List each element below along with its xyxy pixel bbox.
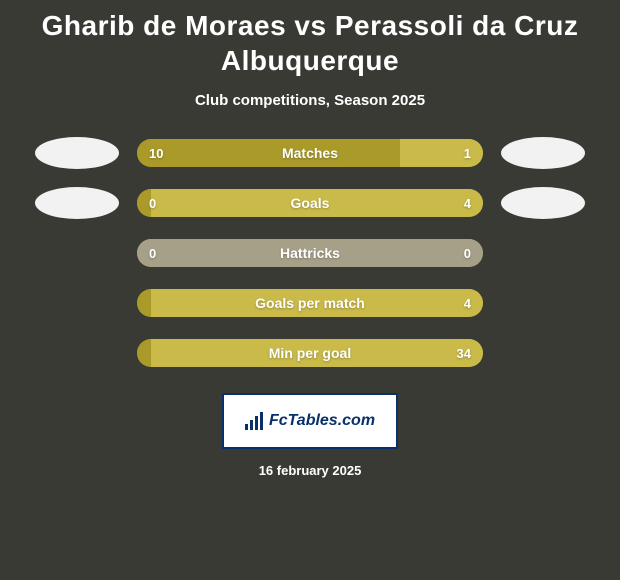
stat-label: Matches: [137, 139, 483, 167]
stat-bar: Hattricks0 0: [137, 239, 483, 267]
stat-label: Hattricks: [137, 239, 483, 267]
avatar-right: [501, 137, 585, 169]
stat-row: Goals0 4: [0, 187, 620, 219]
stat-rows: Matches101Goals04Hattricks00Goals per ma…: [0, 137, 620, 369]
brand-chart-icon: [245, 412, 263, 430]
stat-value-right: 4: [464, 189, 471, 217]
stat-label: Goals: [137, 189, 483, 217]
comparison-card: Gharib de Moraes vs Perassoli da Cruz Al…: [0, 0, 620, 580]
brand-text: FcTables.com: [269, 412, 375, 430]
stat-value-left: 10: [149, 139, 163, 167]
date-label: 16 february 2025: [0, 463, 620, 478]
stat-label: Min per goal: [137, 339, 483, 367]
stat-row: Goals per match4: [0, 287, 620, 319]
stat-bar: Min per goal34: [137, 339, 483, 367]
stat-label: Goals per match: [137, 289, 483, 317]
avatar-left: [35, 187, 119, 219]
stat-value-left: 0: [149, 239, 156, 267]
stat-value-right: 34: [457, 339, 471, 367]
stat-value-right: 1: [464, 139, 471, 167]
avatar-right: [501, 187, 585, 219]
stat-bar: Matches10 1: [137, 139, 483, 167]
stat-value-right: 4: [464, 289, 471, 317]
stat-row: Matches10 1: [0, 137, 620, 169]
stat-row: Hattricks0 0: [0, 237, 620, 269]
brand-box: FcTables.com: [222, 393, 398, 449]
stat-row: Min per goal34: [0, 337, 620, 369]
stat-value-left: 0: [149, 189, 156, 217]
avatar-left: [35, 137, 119, 169]
stat-bar: Goals per match4: [137, 289, 483, 317]
stat-bar: Goals0 4: [137, 189, 483, 217]
subtitle: Club competitions, Season 2025: [0, 92, 620, 109]
page-title: Gharib de Moraes vs Perassoli da Cruz Al…: [0, 0, 620, 82]
stat-value-right: 0: [464, 239, 471, 267]
